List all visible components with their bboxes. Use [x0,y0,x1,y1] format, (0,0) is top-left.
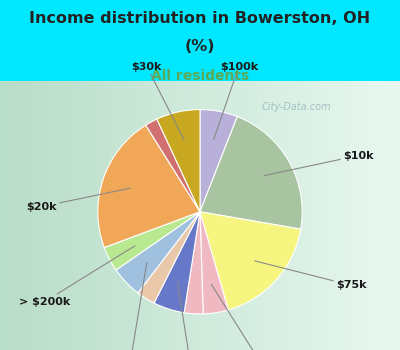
Text: (%): (%) [185,39,215,54]
Wedge shape [104,212,200,270]
Text: $100k: $100k [214,62,258,139]
Wedge shape [154,212,200,313]
Text: $125k: $125k [173,282,211,350]
Text: Income distribution in Bowerston, OH: Income distribution in Bowerston, OH [30,11,370,26]
Wedge shape [138,212,200,303]
Wedge shape [200,117,302,229]
Text: $10k: $10k [264,150,374,176]
Wedge shape [157,110,200,212]
Wedge shape [184,212,203,314]
Wedge shape [98,125,200,247]
Text: $150k: $150k [211,285,282,350]
Text: City-Data.com: City-Data.com [261,103,331,112]
Text: All residents: All residents [151,69,249,83]
Text: $40k: $40k [115,262,147,350]
Text: $20k: $20k [26,188,130,212]
Wedge shape [116,212,200,293]
Text: $30k: $30k [132,62,184,140]
Text: $75k: $75k [255,261,366,290]
Wedge shape [200,110,237,212]
Wedge shape [146,119,200,212]
Wedge shape [200,212,301,310]
Text: > $200k: > $200k [19,246,135,307]
Wedge shape [200,212,228,314]
